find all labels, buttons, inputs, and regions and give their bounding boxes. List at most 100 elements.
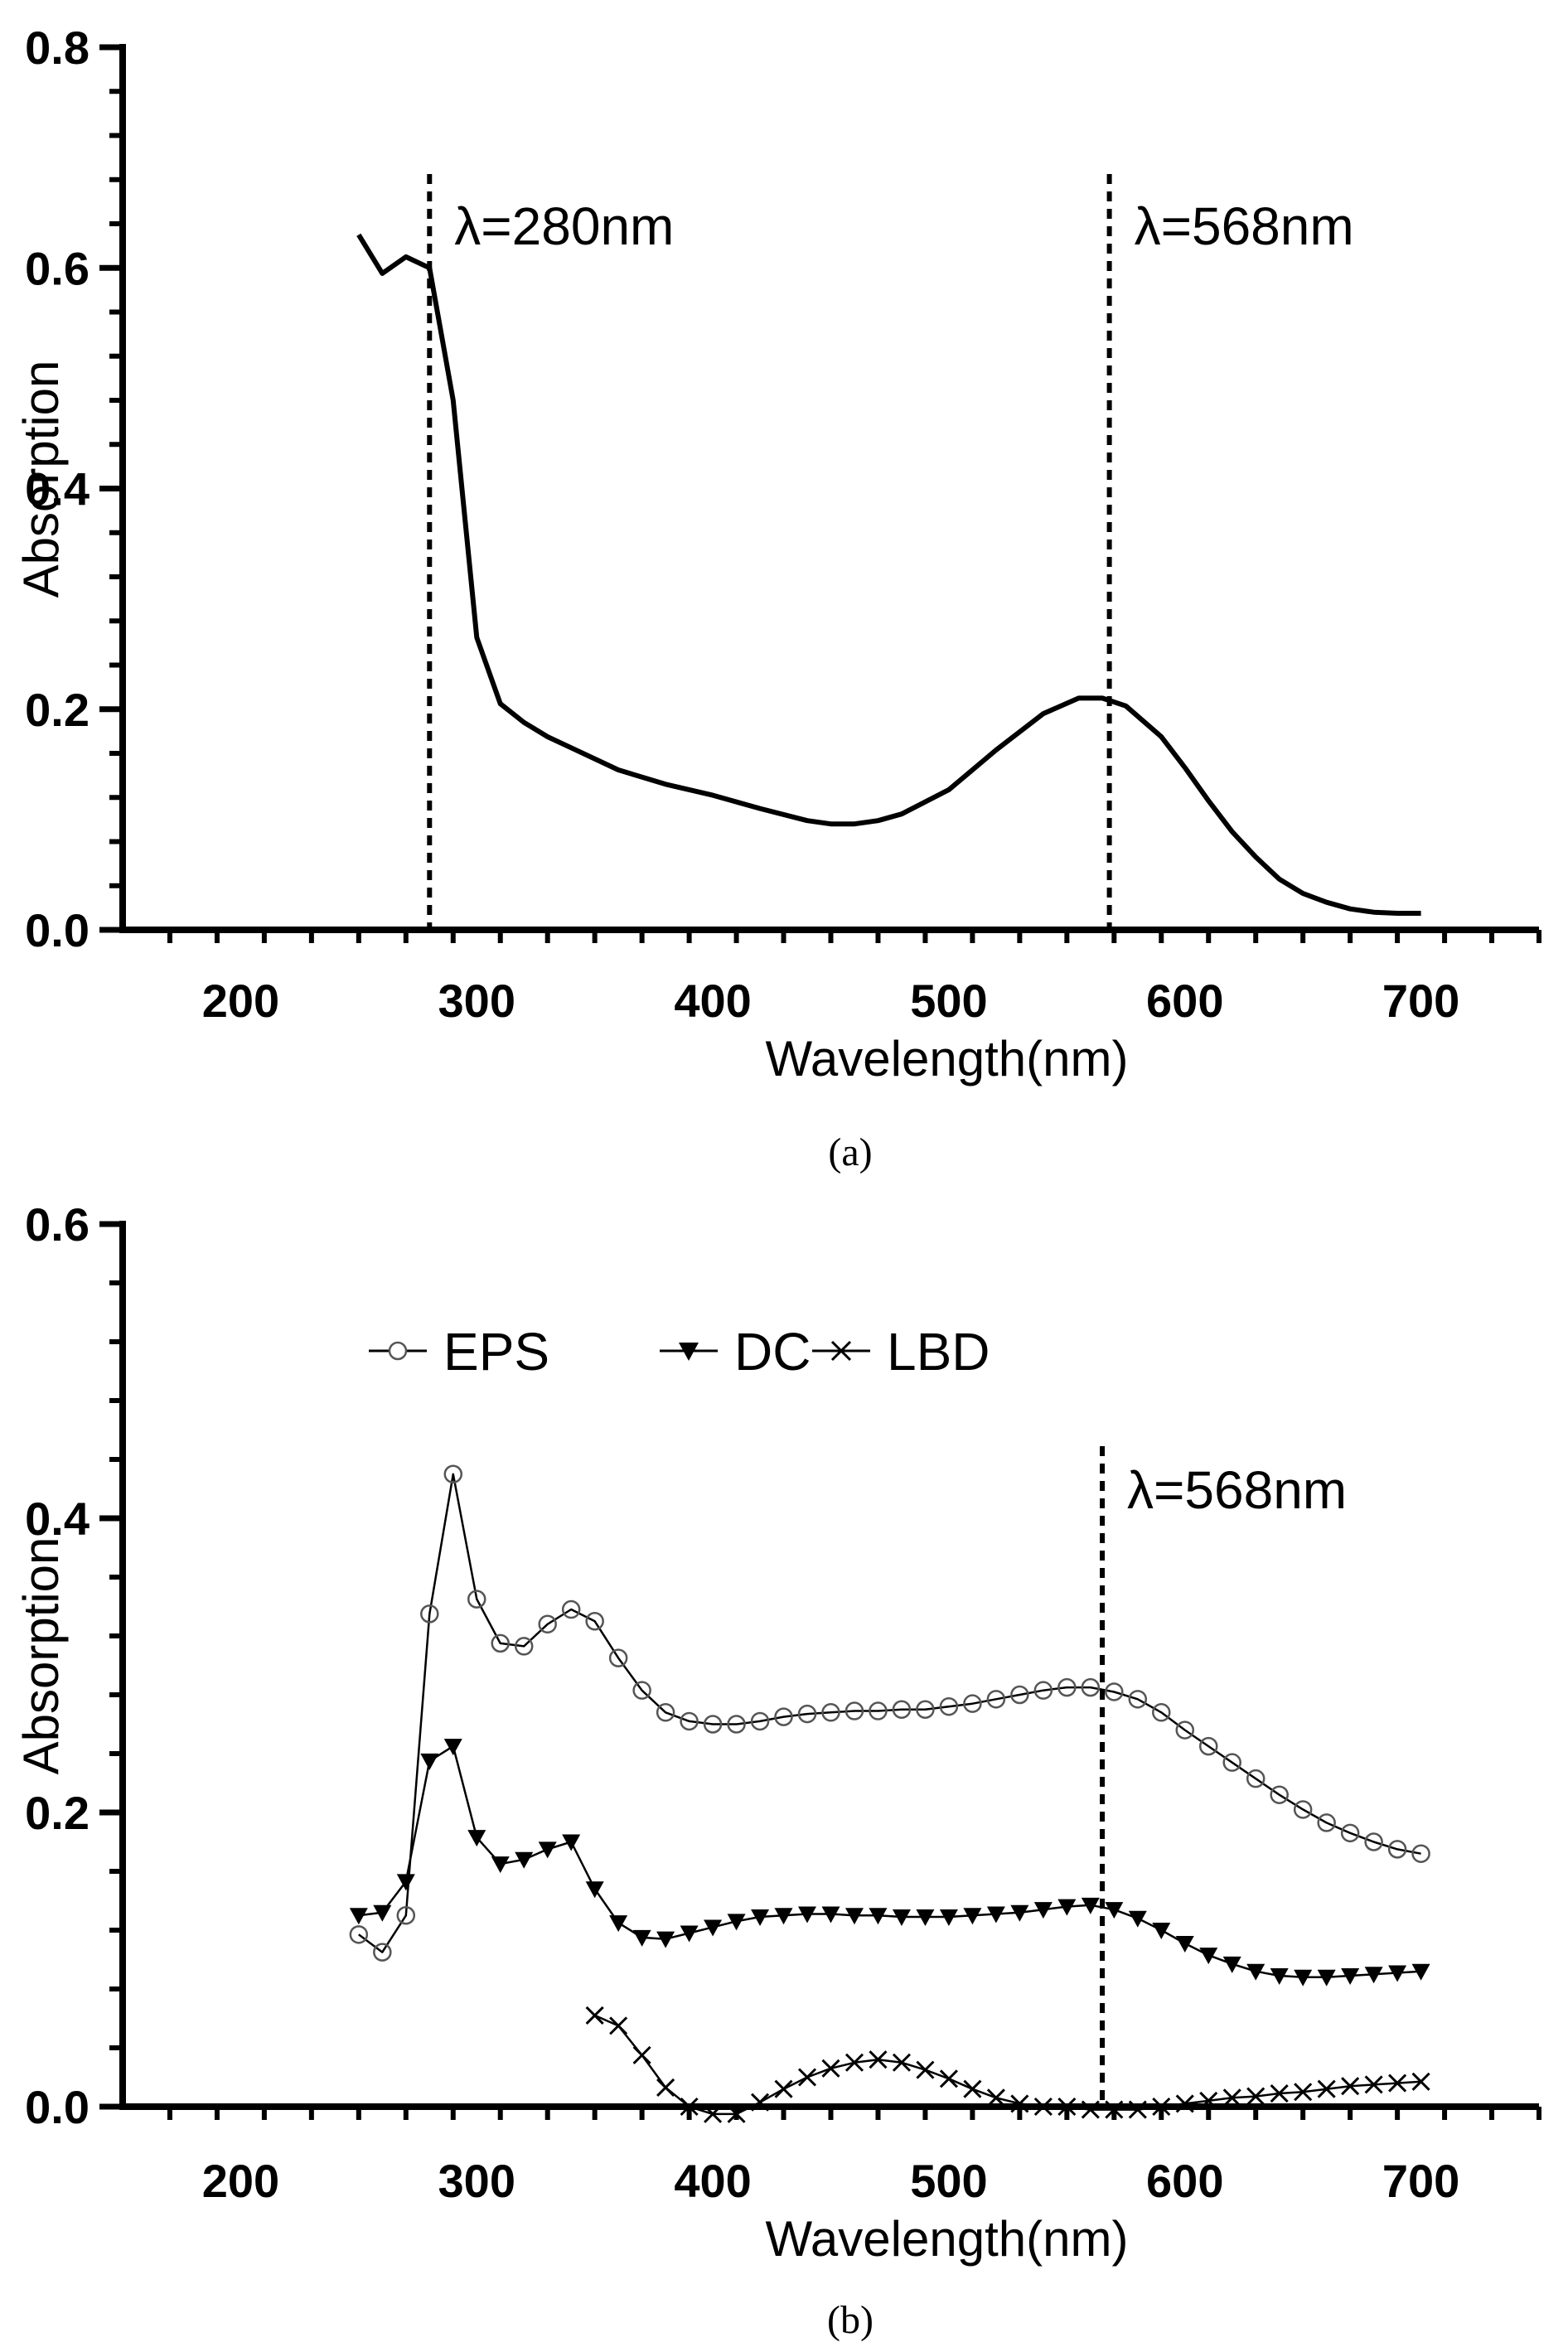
eps-point	[821, 1703, 840, 1722]
dc-point	[1152, 1923, 1171, 1939]
dc-point	[443, 1739, 462, 1756]
eps-point	[1317, 1813, 1336, 1832]
eps-point	[869, 1701, 888, 1720]
panel-b-caption: (b)	[827, 2298, 874, 2342]
wavelength-annotation: λ=568nm	[1127, 1460, 1347, 1520]
dc-point	[916, 1909, 935, 1927]
legend-label-dc: DC	[734, 1322, 811, 1382]
x-tick-label: 500	[910, 975, 987, 1027]
eps-point	[750, 1711, 770, 1731]
lbd-point	[585, 2006, 604, 2025]
dc-point	[609, 1915, 628, 1933]
chart-panel-b: 200 300 400 500 600 700 0.0 0.2 0.4 0.6 Wavelength…	[13, 1198, 1541, 2267]
dc-point	[986, 1906, 1005, 1924]
legend-key-dc-marker	[679, 1343, 699, 1361]
legend-label-lbd: LBD	[887, 1322, 990, 1382]
lbd-point	[869, 2050, 888, 2069]
y-tick-label: 0.6	[25, 242, 90, 294]
y-axis-title: Absorption	[13, 361, 69, 598]
eps-point	[1175, 1720, 1194, 1740]
eps-point	[727, 1715, 746, 1734]
eps-point	[561, 1599, 581, 1619]
eps-point	[396, 1906, 416, 1925]
dc-point	[1222, 1956, 1241, 1973]
eps-point	[986, 1690, 1006, 1709]
legend: EPS DC LBD	[369, 1322, 990, 1382]
dc-point	[656, 1931, 675, 1948]
eps-point	[443, 1464, 463, 1483]
dc-point	[1128, 1910, 1147, 1928]
lbd-point	[727, 2104, 746, 2123]
eps-point	[1152, 1703, 1171, 1722]
dc-point	[798, 1906, 817, 1924]
eps-point	[1081, 1677, 1101, 1697]
legend-key-lbd-marker	[830, 1340, 852, 1362]
lbd-point	[986, 2088, 1005, 2107]
x-tick-label: 500	[910, 2155, 987, 2207]
lbd-point	[1270, 2083, 1289, 2103]
lbd-point	[797, 2068, 817, 2087]
eps-point	[373, 1943, 392, 1962]
lbd-point	[1128, 2100, 1147, 2119]
eps-point	[514, 1637, 534, 1656]
dc-point	[1411, 1963, 1430, 1981]
series-line-dc	[358, 1745, 1421, 1979]
lbd-point	[1175, 2094, 1194, 2113]
lbd-point	[1341, 2077, 1360, 2096]
x-axis-title: Wavelength(nm)	[766, 2211, 1129, 2267]
dc-point	[1175, 1935, 1194, 1953]
dc-point	[467, 1830, 486, 1847]
dc-point	[1199, 1948, 1218, 1965]
dc-point	[821, 1906, 840, 1924]
dc-point	[963, 1908, 982, 1925]
eps-point	[1128, 1690, 1148, 1709]
series-line-eps	[358, 1473, 1421, 1953]
series-line-lbd	[594, 2014, 1421, 2116]
eps-point	[703, 1715, 723, 1734]
eps-point	[1198, 1736, 1218, 1756]
eps-point	[680, 1711, 699, 1731]
y-tick-label: 0.2	[25, 1787, 90, 1839]
dc-point	[892, 1909, 911, 1927]
lbd-point	[1081, 2100, 1100, 2119]
series-line-absorption	[356, 233, 1421, 916]
dc-point	[774, 1908, 793, 1925]
lbd-point	[1010, 2094, 1029, 2113]
x-axis-title: Wavelength(nm)	[766, 1031, 1129, 1086]
dc-point	[704, 1919, 723, 1937]
eps-point	[632, 1681, 651, 1700]
dc-point	[1388, 1965, 1407, 1982]
dc-point	[515, 1851, 534, 1869]
lbd-point	[1152, 2097, 1171, 2117]
dc-point	[1081, 1897, 1100, 1914]
dc-point	[420, 1753, 439, 1770]
eps-point	[1057, 1677, 1077, 1697]
eps-point	[420, 1604, 439, 1624]
panel-a-caption: (a)	[828, 1130, 872, 1174]
eps-point	[467, 1590, 486, 1609]
wavelength-annotation: λ=280nm	[454, 196, 674, 256]
x-tick-label: 700	[1382, 975, 1459, 1027]
dc-point	[396, 1874, 415, 1891]
eps-point	[656, 1703, 675, 1722]
y-tick-label: 0.2	[25, 684, 90, 736]
lbd-point	[1294, 2083, 1313, 2102]
dc-point	[1364, 1967, 1383, 1984]
dc-point	[844, 1908, 864, 1925]
dc-point	[680, 1925, 699, 1943]
eps-point	[916, 1700, 935, 1719]
y-tick-label: 0.4	[25, 1493, 90, 1545]
dc-point	[538, 1841, 557, 1859]
dc-point	[1341, 1968, 1360, 1986]
eps-point	[1033, 1681, 1053, 1700]
dc-point	[1317, 1969, 1336, 1986]
lbd-point	[774, 2079, 793, 2098]
lbd-point	[1364, 2075, 1383, 2094]
eps-point	[1222, 1753, 1241, 1772]
eps-point	[1105, 1682, 1124, 1701]
eps-point	[1010, 1685, 1029, 1705]
lbd-point	[609, 2016, 628, 2035]
eps-point	[608, 1648, 628, 1667]
eps-point	[1270, 1785, 1289, 1804]
dc-point	[373, 1904, 392, 1922]
